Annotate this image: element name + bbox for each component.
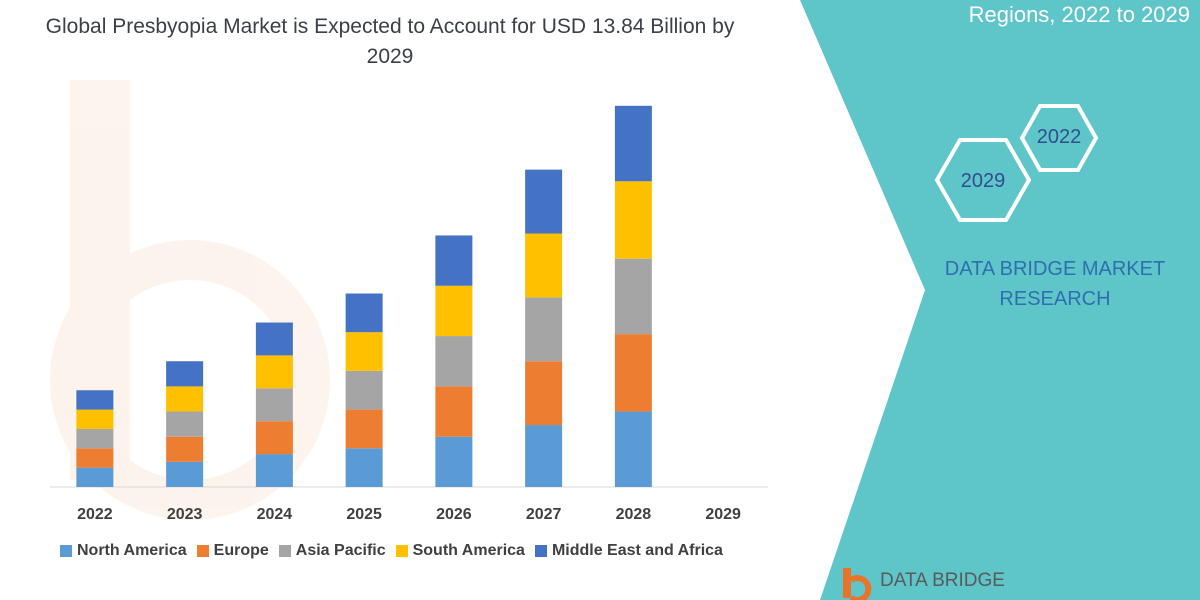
bar-segment-2023-2: [166, 411, 204, 437]
bar-segment-2025-1: [345, 409, 383, 449]
hexagon-2022-label: 2022: [1036, 126, 1082, 148]
legend-label: Middle East and Africa: [551, 542, 723, 559]
legend-label: North America: [77, 542, 187, 559]
brand-name: DATA BRIDGE MARKET RESEARCH: [944, 258, 1166, 310]
bar-segment-2024-4: [255, 322, 293, 356]
legend-item: Middle East and Africa: [534, 542, 723, 560]
chart-legend: North America Europe Asia Pacific South Ame…: [60, 540, 723, 562]
hexagon-2022-shape: [1019, 104, 1099, 172]
legend-item: Asia Pacific: [278, 542, 386, 560]
side-panel-top-text: Regions, 2022 to 2029: [968, 2, 1190, 27]
bar-segment-2028-2: [614, 258, 652, 335]
bar-segment-2022-0: [76, 467, 114, 487]
x-tick-label: 2026: [436, 506, 472, 523]
bar-segment-2025-2: [345, 370, 383, 410]
bar-segment-2027-4: [525, 169, 563, 234]
bar-segment-2024-3: [255, 355, 293, 389]
side-panel: [800, 0, 1200, 600]
x-tick-label: 2022: [77, 506, 113, 523]
bar-segment-2023-3: [166, 386, 204, 412]
bar-segment-2027-3: [525, 233, 563, 298]
bar-segment-2028-0: [614, 411, 652, 487]
legend-item: North America: [60, 542, 187, 560]
bar-segment-2022-3: [76, 409, 114, 429]
legend-swatch: [196, 545, 209, 557]
stacked-bar-chart: 2022 2023 2024 2025 2026 2027 2028 2029: [50, 105, 768, 523]
bar-segment-2024-1: [255, 421, 293, 455]
hexagon-2029-label: 2029: [960, 170, 1006, 192]
legend-swatch: [60, 545, 72, 557]
legend-item: Europe: [196, 542, 269, 560]
x-tick-label: 2025: [346, 506, 382, 523]
bar-segment-2025-0: [345, 448, 383, 487]
page-title: Global Presbyopia Market is Expected to …: [45, 15, 735, 68]
legend-swatch: [278, 545, 291, 557]
bar-segment-2022-1: [76, 448, 114, 468]
legend-swatch: [395, 545, 408, 557]
legend-swatch: [534, 545, 547, 557]
bar-segment-2026-3: [435, 285, 473, 337]
bar-segment-2027-0: [525, 425, 563, 487]
bar-segment-2028-1: [614, 334, 652, 412]
x-tick-label: 2029: [705, 506, 741, 523]
bar-segment-2024-2: [255, 388, 293, 422]
bar-segment-2025-3: [345, 332, 383, 371]
bar-segment-2027-2: [525, 297, 563, 362]
x-tick-label: 2023: [167, 506, 203, 523]
x-tick-label: 2027: [526, 506, 562, 523]
legend-label: South America: [412, 542, 525, 559]
legend-label: Europe: [213, 542, 269, 559]
bar-segment-2026-2: [435, 336, 473, 387]
bar-segment-2025-4: [345, 293, 383, 333]
bar-segment-2026-1: [435, 386, 473, 437]
x-tick-label: 2024: [257, 506, 293, 523]
bar-segment-2023-1: [166, 436, 204, 462]
bar-segment-2028-3: [614, 181, 652, 259]
legend-label: Asia Pacific: [295, 542, 386, 559]
bar-segment-2024-0: [255, 454, 293, 487]
bar-segment-2026-4: [435, 235, 473, 286]
bar-segment-2027-1: [525, 361, 563, 426]
bar-segment-2026-0: [435, 436, 473, 487]
x-tick-label: 2028: [616, 506, 652, 523]
bar-segment-2022-2: [76, 428, 114, 449]
logo-text: DATA BRIDGE: [880, 570, 1005, 591]
hexagon-2029-shape: [934, 138, 1032, 222]
legend-item: South America: [395, 542, 525, 560]
bar-segment-2022-4: [76, 390, 114, 410]
bar-segment-2023-0: [166, 461, 204, 487]
bar-segment-2028-4: [614, 105, 652, 182]
bar-segment-2023-4: [166, 361, 204, 387]
